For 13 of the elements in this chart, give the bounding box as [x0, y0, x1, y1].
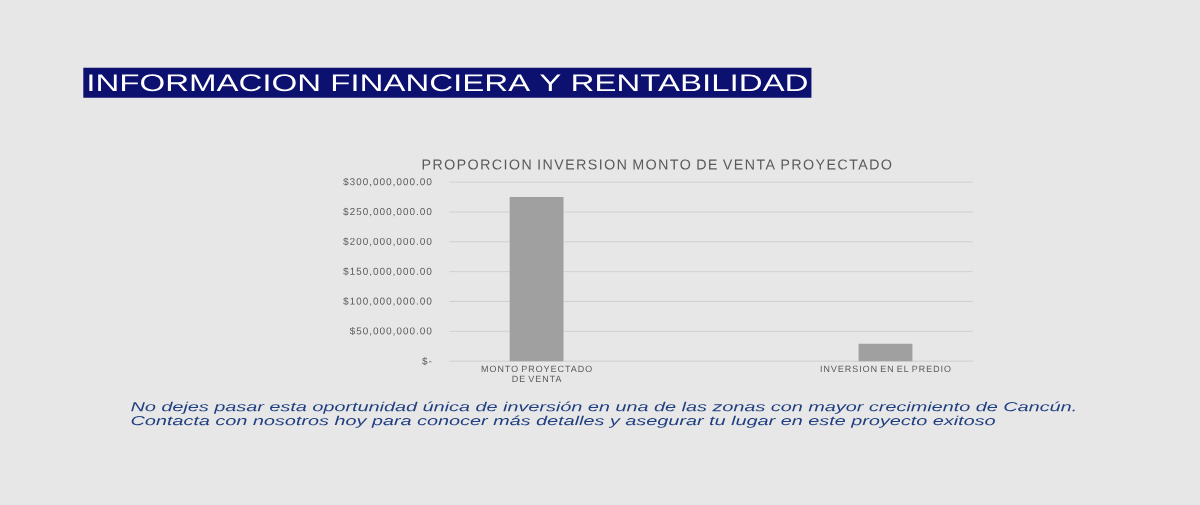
- y-tick-label: $200,000,000.00: [343, 237, 432, 246]
- y-tick-label: $100,000,000.00: [343, 296, 432, 306]
- x-tick-label: INVERSION EN EL PREDIO: [820, 365, 951, 372]
- chart-title: INFORMACION FINANCIERA Y RENTABILIDAD: [89, 74, 807, 91]
- y-tick-label: $300,000,000.00: [343, 177, 432, 187]
- y-tick-label: $50,000,000.00: [349, 326, 432, 336]
- text: No dejes pasar esta oportunidad única de inversión en una de las zonas con mayor crecimiento de Cancún.: [131, 401, 1075, 414]
- y-tick-label: $250,000,000.00: [343, 207, 432, 217]
- text: Contacta con nosotros hoy para conocer más detalles y asegurar tu lugar en este proyecto exitoso: [131, 415, 995, 428]
- x-tick-label: MONTO PROYECTADO DE VENTA: [481, 365, 592, 382]
- y-tick-label: $-: [422, 356, 432, 365]
- chart-subtitle: PROPORCION INVERSION MONTO DE VENTA PROYECTADO: [422, 159, 892, 170]
- y-tick-label: $150,000,000.00: [343, 267, 432, 276]
